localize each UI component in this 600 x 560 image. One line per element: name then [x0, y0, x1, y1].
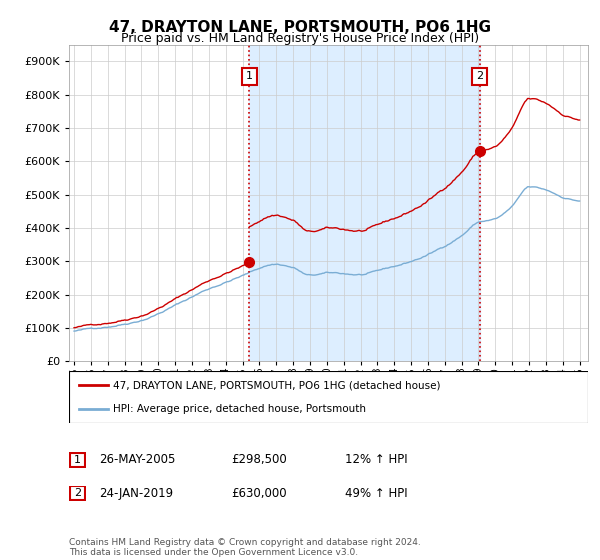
Text: Price paid vs. HM Land Registry's House Price Index (HPI): Price paid vs. HM Land Registry's House …: [121, 32, 479, 45]
Text: 2: 2: [74, 488, 81, 498]
FancyBboxPatch shape: [69, 371, 588, 423]
Text: 47, DRAYTON LANE, PORTSMOUTH, PO6 1HG (detached house): 47, DRAYTON LANE, PORTSMOUTH, PO6 1HG (d…: [113, 380, 440, 390]
Text: 47, DRAYTON LANE, PORTSMOUTH, PO6 1HG: 47, DRAYTON LANE, PORTSMOUTH, PO6 1HG: [109, 20, 491, 35]
Bar: [250, 45, 479, 361]
Text: £298,500: £298,500: [231, 453, 287, 466]
FancyBboxPatch shape: [70, 452, 85, 467]
Text: Contains HM Land Registry data © Crown copyright and database right 2024.
This d: Contains HM Land Registry data © Crown c…: [69, 538, 421, 557]
Text: 26-MAY-2005: 26-MAY-2005: [99, 453, 175, 466]
Text: HPI: Average price, detached house, Portsmouth: HPI: Average price, detached house, Port…: [113, 404, 366, 414]
Text: 12% ↑ HPI: 12% ↑ HPI: [345, 453, 407, 466]
Text: 2: 2: [476, 72, 483, 81]
Text: £630,000: £630,000: [231, 487, 287, 500]
Text: 49% ↑ HPI: 49% ↑ HPI: [345, 487, 407, 500]
Text: 24-JAN-2019: 24-JAN-2019: [99, 487, 173, 500]
Text: 1: 1: [246, 72, 253, 81]
FancyBboxPatch shape: [70, 486, 85, 501]
Text: 1: 1: [74, 455, 81, 465]
